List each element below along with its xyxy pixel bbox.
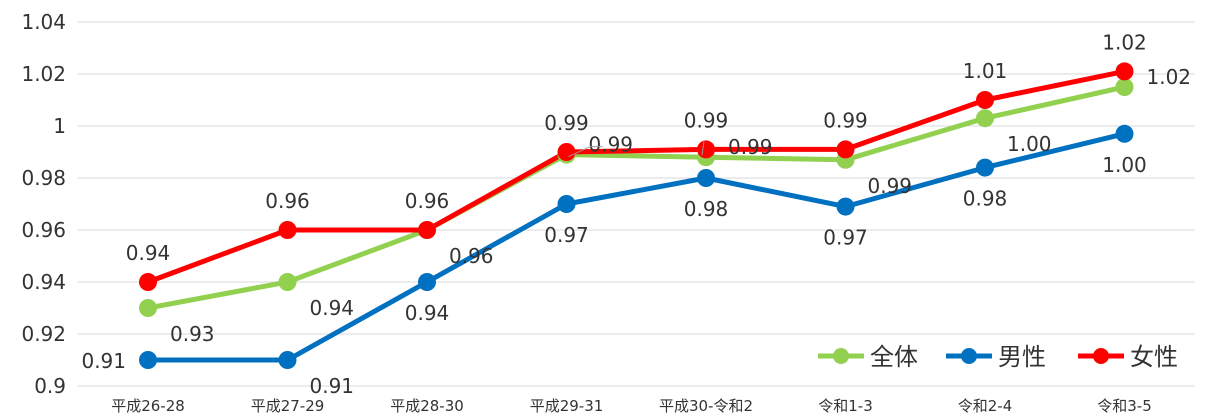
y-tick-label: 0.96	[21, 218, 66, 242]
data-point	[557, 195, 576, 213]
data-point	[697, 140, 715, 159]
data-point	[976, 158, 994, 177]
data-label: 0.99	[728, 135, 773, 159]
y-tick-label: 1	[53, 114, 66, 138]
data-point	[976, 109, 994, 128]
data-label: 0.99	[823, 108, 868, 132]
x-tick-label: 令和2-4	[958, 397, 1013, 415]
y-tick-label: 0.94	[21, 270, 66, 294]
y-tick-label: 1.04	[21, 10, 66, 34]
data-point	[139, 273, 157, 291]
legend-label: 男性	[998, 343, 1046, 371]
data-label: 0.94	[310, 296, 355, 320]
legend-label: 全体	[870, 343, 918, 371]
data-label: 0.94	[405, 301, 450, 325]
legend-marker	[833, 348, 849, 364]
data-label: 0.98	[684, 197, 729, 221]
gridlines	[78, 21, 1195, 387]
data-point	[139, 299, 157, 317]
y-tick-label: 0.92	[21, 322, 66, 346]
data-label: 1.00	[1102, 153, 1147, 177]
y-tick-label: 1.02	[21, 62, 66, 86]
leader-line	[568, 146, 603, 158]
data-point	[976, 91, 994, 109]
x-tick-label: 平成29-31	[530, 397, 604, 415]
data-point	[418, 273, 436, 291]
data-point	[1115, 62, 1134, 81]
data-label: 0.99	[868, 174, 913, 198]
data-point	[697, 169, 715, 187]
x-tick-label: 平成27-29	[251, 397, 325, 415]
series-lines	[145, 68, 1127, 363]
data-label: 0.99	[684, 108, 729, 132]
legend-marker	[961, 348, 977, 364]
data-label: 1.02	[1147, 65, 1192, 89]
data-point	[1115, 124, 1134, 143]
data-label: 0.91	[81, 349, 126, 373]
data-label: 1.00	[1007, 132, 1052, 156]
data-label: 0.97	[823, 226, 868, 250]
x-tick-label: 平成26-28	[111, 397, 185, 415]
data-label: 0.96	[405, 189, 450, 213]
x-tick-label: 平成28-30	[390, 397, 464, 415]
data-label: 0.94	[126, 241, 171, 265]
data-label: 0.93	[170, 322, 215, 346]
leader-line	[701, 141, 705, 156]
data-point	[836, 140, 855, 159]
data-labels: 0.930.940.960.99 0.990.991.001.020.910.91…	[81, 30, 1191, 398]
data-point	[139, 351, 157, 369]
data-label: 0.96	[449, 244, 494, 268]
data-label: 0.99	[589, 133, 634, 157]
data-point	[836, 197, 855, 216]
data-point	[557, 143, 576, 161]
y-tick-label: 0.9	[34, 374, 66, 398]
x-tick-label: 令和1-3	[818, 397, 873, 415]
data-label: 1.02	[1102, 30, 1147, 54]
data-label: 0.96	[265, 189, 310, 213]
legend-label: 女性	[1130, 343, 1178, 371]
data-point	[418, 221, 436, 239]
data-label: 0.97	[544, 223, 589, 247]
data-point	[278, 273, 297, 291]
legend-marker	[1093, 348, 1109, 364]
data-label: 1.01	[963, 59, 1008, 83]
series-line	[145, 68, 1127, 285]
series-line	[145, 131, 1127, 363]
data-label: 0.91	[310, 374, 355, 398]
y-tick-label: 0.98	[21, 166, 66, 190]
x-tick-label: 令和3-5	[1097, 397, 1152, 415]
legend: 全体 男性 女性	[818, 343, 1178, 371]
data-point	[1115, 78, 1134, 96]
data-label: 0.99	[544, 111, 589, 135]
data-point	[278, 221, 297, 239]
series-line	[145, 84, 1127, 311]
data-label: 0.98	[963, 187, 1008, 211]
x-axis: 平成26-28 平成27-29 平成28-30 平成29-31 平成30-令和2 令和1-…	[111, 397, 1152, 415]
series-points	[139, 62, 1134, 369]
y-axis: 0.9 0.92 0.94 0.96 0.98 1 1.02 1.04	[21, 10, 66, 398]
data-point	[278, 351, 297, 369]
x-tick-label: 平成30-令和2	[659, 397, 753, 415]
